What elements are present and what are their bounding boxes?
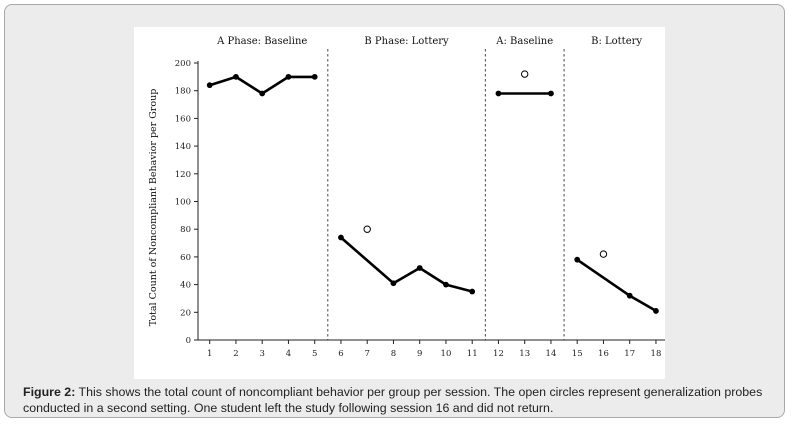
x-tick-label: 18 xyxy=(651,349,662,359)
data-point xyxy=(311,73,318,80)
figure-caption: Figure 2: This shows the total count of … xyxy=(23,384,778,416)
chart-area: 0 20 40 60 80 100 120 140 160 180 200 1 2 3 4 5 6 7 8 9 10 11… xyxy=(134,27,665,379)
caption-text: This shows the total count of noncomplia… xyxy=(23,385,763,415)
x-tick-label: 2 xyxy=(233,349,238,359)
data-point xyxy=(548,90,554,97)
y-tick-label: 140 xyxy=(175,142,191,152)
x-tick-label: 1 xyxy=(207,349,212,359)
x-tick-label: 5 xyxy=(312,349,317,359)
phase-label: B Phase: Lottery xyxy=(364,36,449,47)
data-point xyxy=(259,90,266,97)
y-axis-title: Total Count of Noncompliant Behavior per… xyxy=(148,89,159,327)
x-tick-label: 15 xyxy=(572,349,583,359)
series-line xyxy=(340,236,473,293)
y-tick-label: 0 xyxy=(186,336,191,346)
data-point xyxy=(443,281,449,288)
data-point xyxy=(233,73,239,80)
x-tick-label: 17 xyxy=(624,349,635,359)
data-point xyxy=(495,90,502,97)
x-tick-label: 12 xyxy=(493,349,504,359)
x-tick-label: 10 xyxy=(441,349,452,359)
figure-frame: 0 20 40 60 80 100 120 140 160 180 200 1 2 3 4 5 6 7 8 9 10 11… xyxy=(4,4,785,418)
data-point xyxy=(390,280,397,287)
data-point xyxy=(416,265,423,271)
x-tick-label: 11 xyxy=(467,349,478,359)
x-tick-label: 7 xyxy=(364,349,369,359)
generalization-probe-point xyxy=(599,250,608,258)
caption-label: Figure 2: xyxy=(23,385,76,399)
data-point xyxy=(653,308,659,314)
x-tick-label: 3 xyxy=(259,349,264,359)
y-tick-label: 200 xyxy=(175,59,191,69)
generalization-probe-point xyxy=(521,70,529,78)
x-tick-label: 14 xyxy=(546,349,557,359)
phase-label: A Phase: Baseline xyxy=(216,36,307,47)
phase-label: B: Lottery xyxy=(591,36,642,47)
y-tick-label: 80 xyxy=(180,225,191,235)
data-point xyxy=(469,288,476,295)
y-tick-label: 120 xyxy=(175,170,191,180)
x-tick-label: 9 xyxy=(417,349,422,359)
data-point xyxy=(626,292,633,299)
y-tick-label: 100 xyxy=(175,198,191,208)
generalization-probe-point xyxy=(363,225,371,233)
y-tick-label: 160 xyxy=(175,114,191,124)
data-point xyxy=(574,256,581,263)
x-tick-label: 6 xyxy=(338,349,343,359)
x-tick-label: 4 xyxy=(286,349,291,359)
y-tick-label: 60 xyxy=(180,253,191,263)
phase-label: A: Baseline xyxy=(495,36,553,47)
y-tick-label: 40 xyxy=(180,281,191,291)
data-point xyxy=(206,82,213,89)
y-tick-label: 20 xyxy=(180,308,191,318)
x-tick-label: 16 xyxy=(598,349,609,359)
x-tick-label: 8 xyxy=(391,349,396,359)
data-point xyxy=(285,73,292,80)
data-point xyxy=(338,234,344,241)
series-line xyxy=(576,258,657,313)
y-tick-label: 180 xyxy=(175,87,191,97)
x-tick-label: 13 xyxy=(519,349,530,359)
